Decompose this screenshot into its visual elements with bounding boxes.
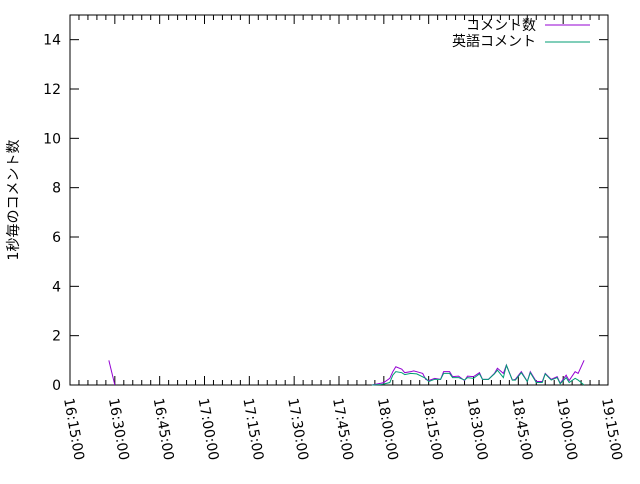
x-tick-label: 17:45:00 (329, 397, 356, 462)
y-tick-label: 14 (43, 33, 61, 49)
x-tick-label: 16:30:00 (105, 397, 132, 462)
legend-label-1: 英語コメント (452, 33, 536, 50)
y-tick-label: 8 (52, 181, 61, 197)
y-tick-label: 0 (52, 378, 61, 394)
axes: 0 2 4 6 8 10 12 14 16:15:00 16:30:00 16:45:00 17:00… (43, 14, 625, 462)
y-tick-label: 4 (52, 279, 61, 295)
y-tick-label: 2 (52, 329, 61, 345)
x-tick-label: 18:15:00 (419, 397, 446, 462)
x-tick-label: 18:30:00 (464, 397, 491, 462)
x-tick-label: 18:00:00 (374, 397, 401, 462)
x-tick-label: 16:45:00 (150, 397, 177, 462)
series-line-0 (108, 360, 116, 386)
plot-border (69, 14, 609, 386)
y-tick-label: 10 (43, 131, 61, 147)
series-lines (108, 360, 585, 386)
x-tick-label: 17:30:00 (284, 397, 311, 462)
legend-label-0: コメント数 (466, 18, 536, 34)
legend: コメント数 英語コメント (452, 18, 590, 50)
x-tick-label: 19:15:00 (598, 397, 625, 462)
x-tick-label: 18:45:00 (508, 397, 535, 462)
x-tick-label: 19:00:00 (553, 397, 580, 462)
series-line-0 (371, 360, 585, 386)
y-axis-label: 1秒毎のコメント数 (6, 140, 22, 261)
series-line-1 (371, 363, 585, 386)
x-tick-label: 16:15:00 (60, 397, 87, 462)
y-tick-label: 12 (43, 82, 61, 98)
y-tick-label: 6 (52, 230, 61, 246)
x-tick-label: 17:15:00 (239, 397, 266, 462)
x-tick-label: 17:00:00 (195, 397, 222, 462)
